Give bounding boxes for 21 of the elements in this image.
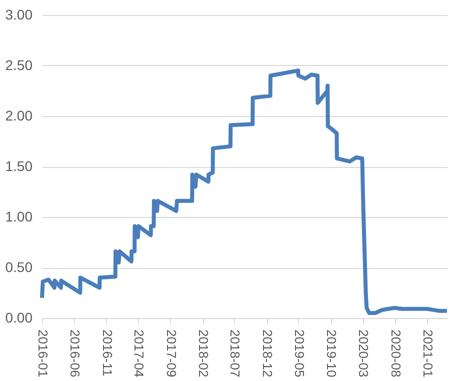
x-tick-label: 2020-08 — [388, 330, 404, 378]
x-tick-label: 2018-02 — [196, 330, 212, 378]
x-tick-label: 2017-04 — [132, 330, 147, 378]
y-tick-label: 0.00 — [5, 310, 33, 326]
x-tick-label: 2018-12 — [260, 330, 275, 378]
y-tick-label: 1.50 — [5, 158, 33, 174]
y-tick-label: 2.00 — [5, 108, 33, 124]
x-tick-label: 2021-01 — [420, 330, 436, 378]
y-tick-label: 1.00 — [5, 208, 33, 224]
x-tick-label: 2019-10 — [324, 330, 340, 378]
y-tick-label: 0.50 — [5, 259, 33, 275]
y-tick-label: 2.50 — [5, 57, 33, 73]
x-tick-label: 2017-09 — [164, 330, 179, 378]
x-tick-label: 2016-01 — [36, 330, 50, 378]
x-tick-label: 2016-11 — [100, 330, 115, 376]
x-tick-label: 2016-06 — [68, 330, 83, 378]
x-tick-label: 2019-05 — [292, 330, 307, 378]
line-series — [40, 68, 449, 315]
y-tick-label: 3.00 — [5, 6, 33, 22]
x-tick-label: 2018-07 — [228, 330, 243, 378]
x-tick-label: 2020-03 — [356, 330, 372, 378]
